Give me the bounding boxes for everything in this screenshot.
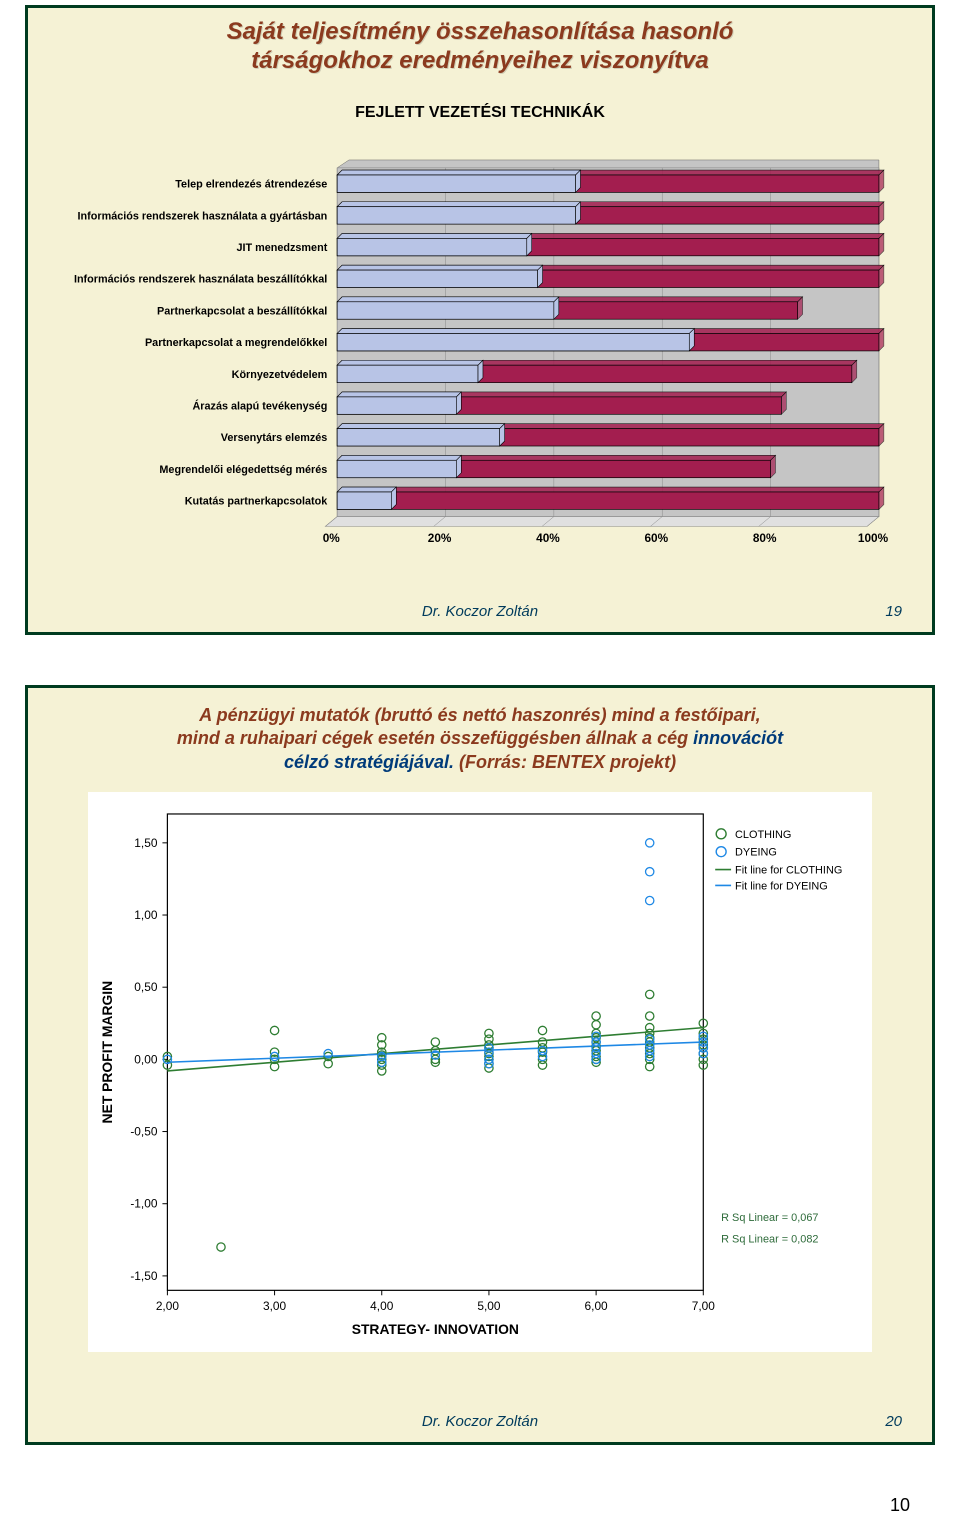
bar-chart: 0% 20% 40% 60% 80% 100% Telep elrendezés átren… <box>58 158 902 552</box>
svg-text:0,50: 0,50 <box>134 980 158 994</box>
slide-2: A pénzügyi mutatók (bruttó és nettó hasz… <box>25 685 935 1445</box>
svg-text:Fit line for CLOTHING: Fit line for CLOTHING <box>735 865 842 877</box>
svg-text:Fit line for DYEING: Fit line for DYEING <box>735 881 828 893</box>
svg-text:100%: 100% <box>858 531 889 545</box>
svg-text:Telep elrendezés átrendezése: Telep elrendezés átrendezése <box>175 179 327 191</box>
slide1-title-l2: társágokhoz eredményeihez viszonyítva <box>251 47 709 74</box>
svg-text:5,00: 5,00 <box>477 1299 501 1313</box>
svg-text:Versenytárs elemzés: Versenytárs elemzés <box>221 432 328 444</box>
svg-text:40%: 40% <box>536 531 560 545</box>
slide1-subtitle: FEJLETT VEZETÉSI TECHNIKÁK <box>28 104 932 122</box>
bar-chart-svg: 0% 20% 40% 60% 80% 100% Telep elrendezés átren… <box>58 158 902 552</box>
slide2-title-p2b: innovációt <box>693 728 783 748</box>
footer-author: Dr. Koczor Zoltán <box>422 1413 538 1430</box>
svg-text:7,00: 7,00 <box>692 1299 716 1313</box>
svg-text:R Sq Linear = 0,067: R Sq Linear = 0,067 <box>721 1212 818 1224</box>
svg-text:-1,50: -1,50 <box>130 1269 157 1283</box>
svg-text:4,00: 4,00 <box>370 1299 394 1313</box>
svg-text:Árazás alapú tevékenység: Árazás alapú tevékenység <box>192 400 327 413</box>
svg-text:Információs rendszerek használ: Információs rendszerek használata beszál… <box>74 274 327 286</box>
svg-text:-0,50: -0,50 <box>130 1125 157 1139</box>
footer-page: 20 <box>885 1413 902 1430</box>
svg-text:2,00: 2,00 <box>156 1299 180 1313</box>
footer-page: 19 <box>885 603 902 620</box>
svg-text:0,00: 0,00 <box>134 1053 158 1067</box>
svg-text:NET PROFIT MARGIN: NET PROFIT MARGIN <box>99 981 115 1124</box>
svg-text:Partnerkapcsolat a beszállítók: Partnerkapcsolat a beszállítókkal <box>157 305 327 317</box>
svg-text:STRATEGY- INNOVATION: STRATEGY- INNOVATION <box>352 1321 519 1337</box>
svg-text:1,00: 1,00 <box>134 908 158 922</box>
svg-text:60%: 60% <box>644 531 668 545</box>
svg-text:3,00: 3,00 <box>263 1299 287 1313</box>
slide2-title-p3: célzó stratégiájával. <box>284 752 454 772</box>
svg-text:Környezetvédelem: Környezetvédelem <box>232 369 328 381</box>
svg-text:DYEING: DYEING <box>735 847 777 859</box>
slide1-footer: Dr. Koczor Zoltán 19 <box>28 603 932 620</box>
svg-text:R Sq Linear = 0,082: R Sq Linear = 0,082 <box>721 1234 818 1246</box>
svg-text:0%: 0% <box>323 531 341 545</box>
slide1-title: Saját teljesítmény összehasonlítása haso… <box>28 8 932 80</box>
slide2-title-p4: (Forrás: BENTEX projekt) <box>454 752 676 772</box>
svg-text:Információs rendszerek használ: Információs rendszerek használata a gyár… <box>78 210 328 222</box>
svg-text:1,50: 1,50 <box>134 836 158 850</box>
svg-text:80%: 80% <box>753 531 777 545</box>
slide-1: Saját teljesítmény összehasonlítása haso… <box>25 5 935 635</box>
svg-text:CLOTHING: CLOTHING <box>735 829 791 841</box>
scatter-svg: -1,50 -1,00 -0,50 0,00 0,50 1,00 1,50 2,00 3,00 4… <box>88 792 872 1352</box>
slide2-footer: Dr. Koczor Zoltán 20 <box>28 1413 932 1430</box>
slide2-title: A pénzügyi mutatók (bruttó és nettó hasz… <box>28 688 932 782</box>
footer-author: Dr. Koczor Zoltán <box>422 603 538 620</box>
slide1-title-l1: Saját teljesítmény összehasonlítása haso… <box>227 18 734 45</box>
svg-text:-1,00: -1,00 <box>130 1197 157 1211</box>
svg-text:Megrendelői elégedettség mérés: Megrendelői elégedettség mérés <box>159 464 327 476</box>
svg-text:Partnerkapcsolat a megrendelők: Partnerkapcsolat a megrendelőkkel <box>145 337 327 349</box>
slide2-title-p2a: mind a ruhaipari cégek esetén összefüggé… <box>177 728 693 748</box>
svg-text:Kutatás partnerkapcsolatok: Kutatás partnerkapcsolatok <box>185 496 329 508</box>
svg-text:20%: 20% <box>428 531 452 545</box>
svg-text:6,00: 6,00 <box>585 1299 609 1313</box>
scatter-plot: -1,50 -1,00 -0,50 0,00 0,50 1,00 1,50 2,00 3,00 4… <box>88 792 872 1352</box>
slide2-title-p1: A pénzügyi mutatók (bruttó és nettó hasz… <box>199 705 760 725</box>
svg-text:JIT menedzsment: JIT menedzsment <box>236 242 327 254</box>
document-page-number: 10 <box>0 1495 960 1516</box>
